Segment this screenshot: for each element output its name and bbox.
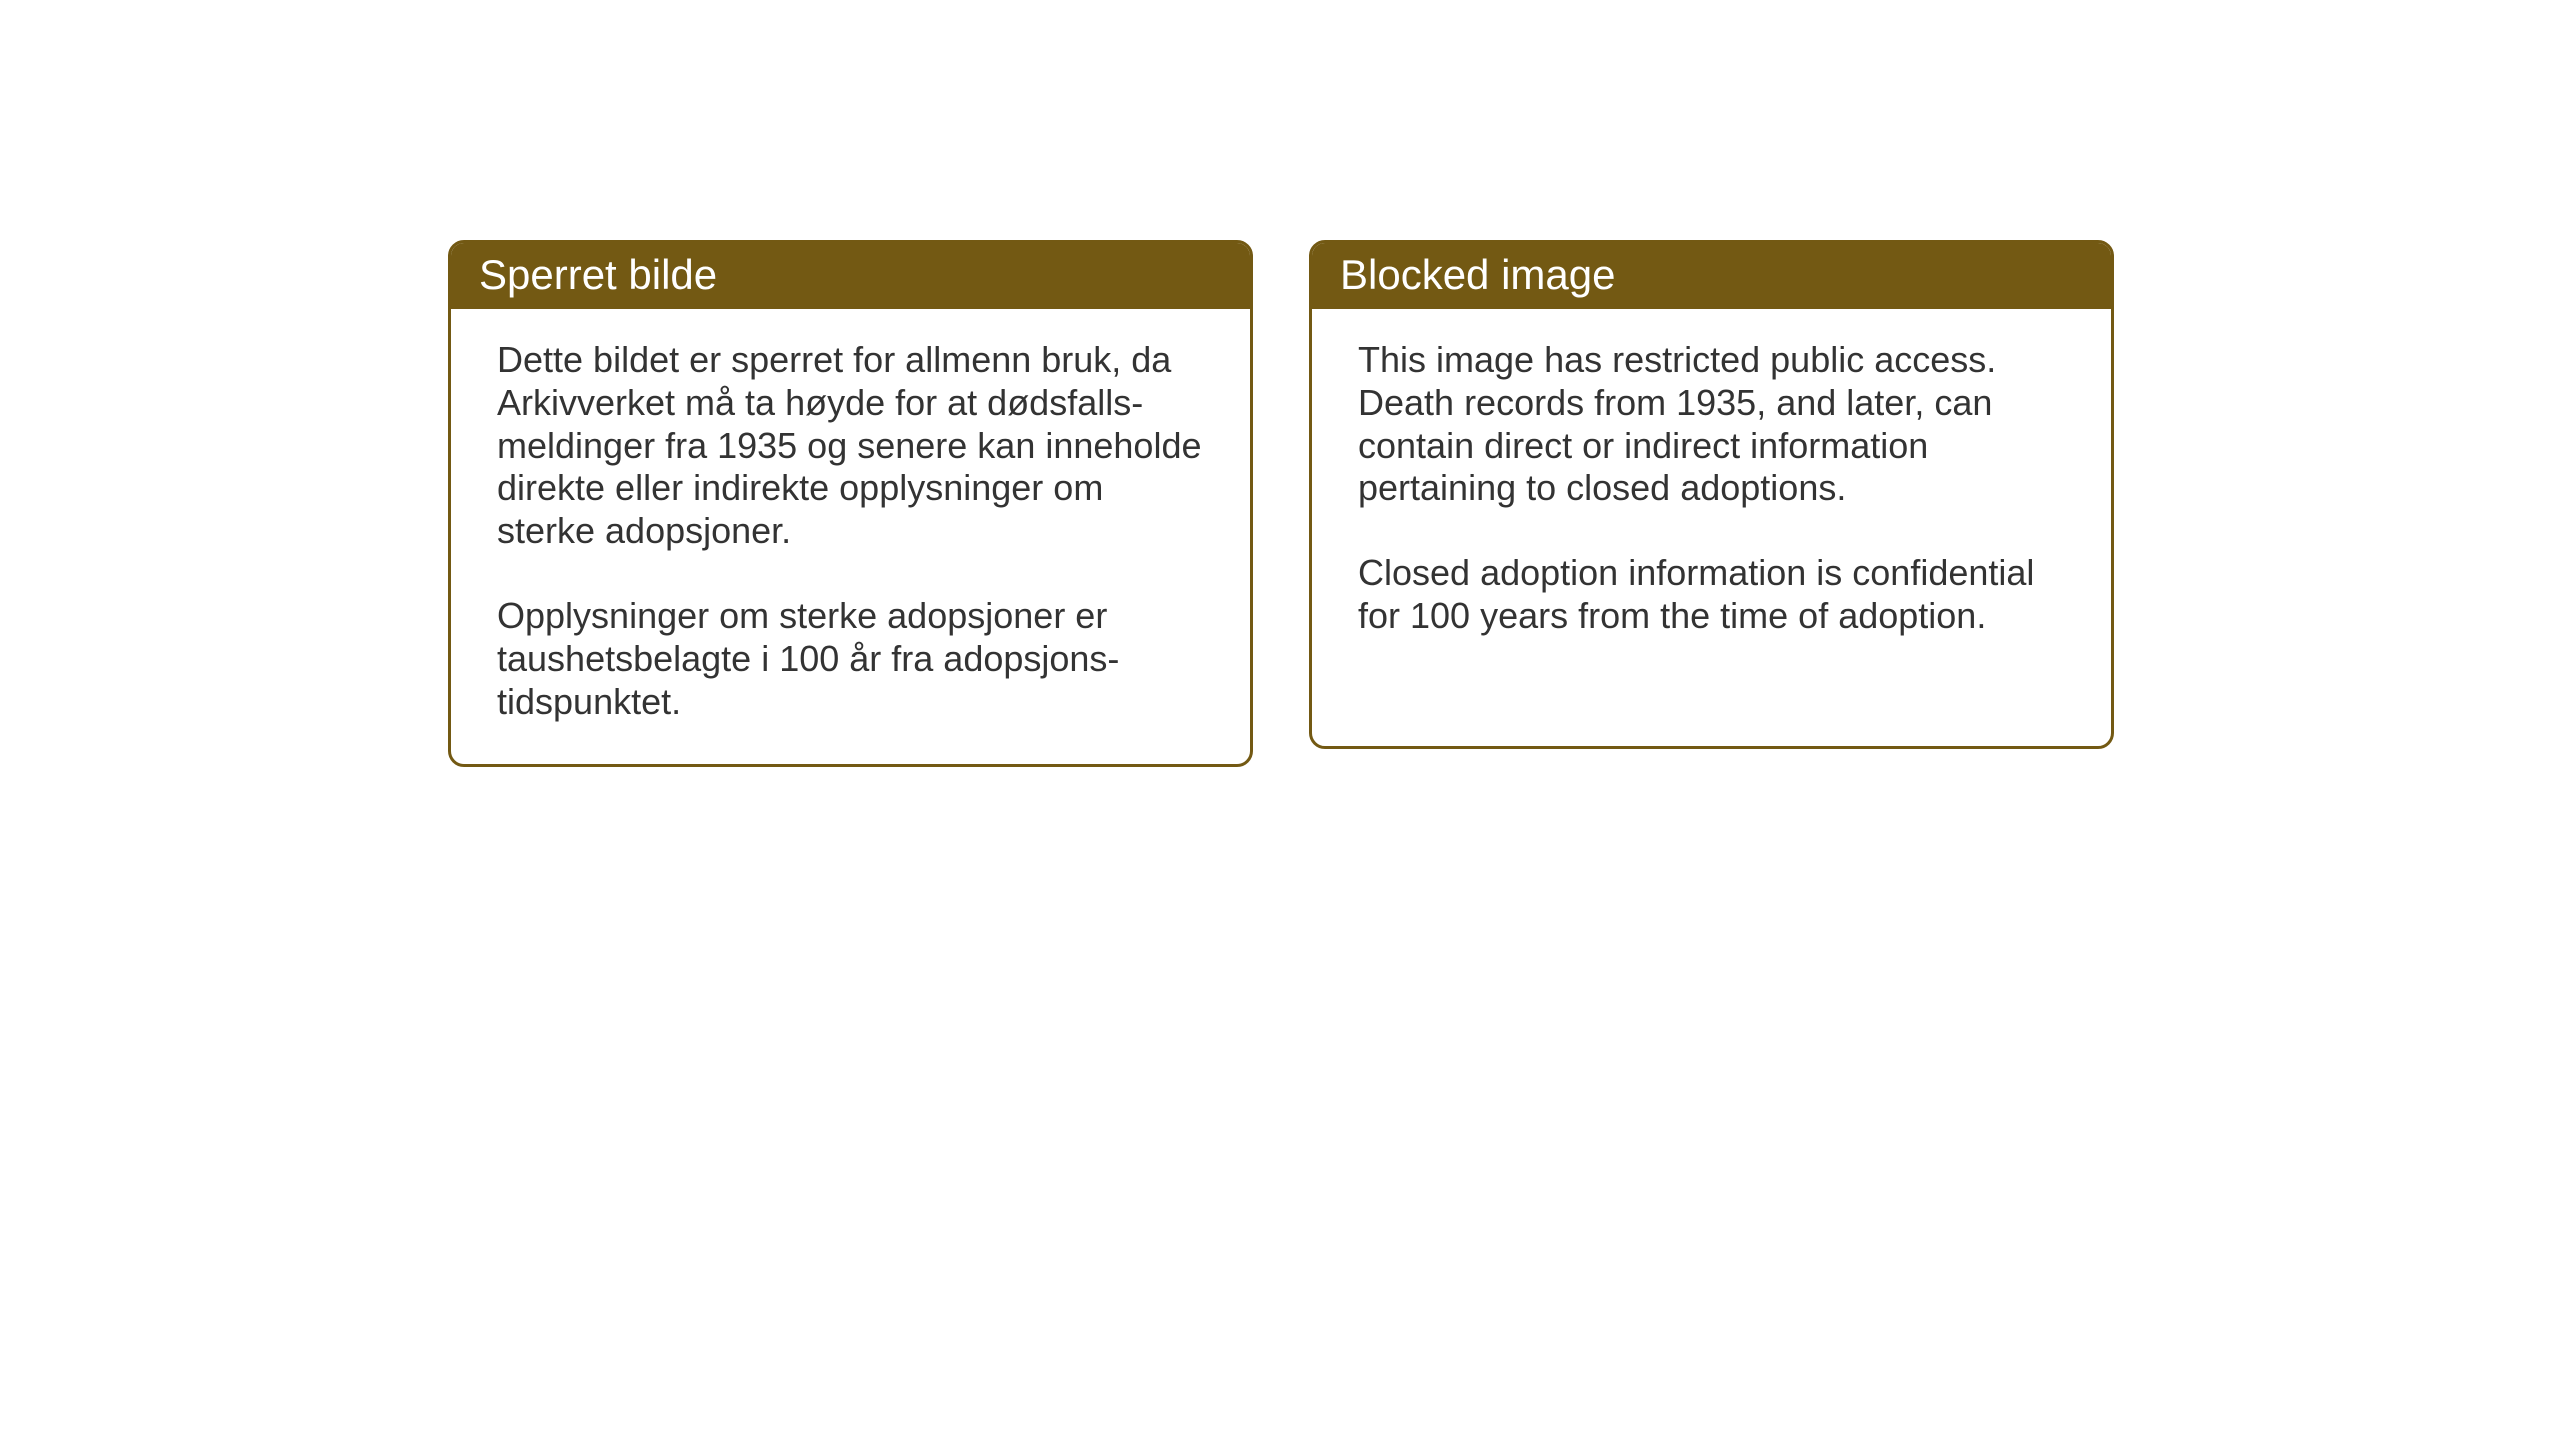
- card-norwegian: Sperret bilde Dette bildet er sperret fo…: [448, 240, 1253, 767]
- card-norwegian-paragraph-2: Opplysninger om sterke adopsjoner er tau…: [497, 595, 1204, 723]
- card-english: Blocked image This image has restricted …: [1309, 240, 2114, 749]
- card-norwegian-header: Sperret bilde: [451, 243, 1250, 309]
- cards-container: Sperret bilde Dette bildet er sperret fo…: [448, 240, 2114, 767]
- card-english-header: Blocked image: [1312, 243, 2111, 309]
- card-english-paragraph-2: Closed adoption information is confident…: [1358, 552, 2065, 638]
- card-english-paragraph-1: This image has restricted public access.…: [1358, 339, 2065, 510]
- card-norwegian-body: Dette bildet er sperret for allmenn bruk…: [451, 309, 1250, 764]
- card-english-body: This image has restricted public access.…: [1312, 309, 2111, 678]
- card-norwegian-paragraph-1: Dette bildet er sperret for allmenn bruk…: [497, 339, 1204, 553]
